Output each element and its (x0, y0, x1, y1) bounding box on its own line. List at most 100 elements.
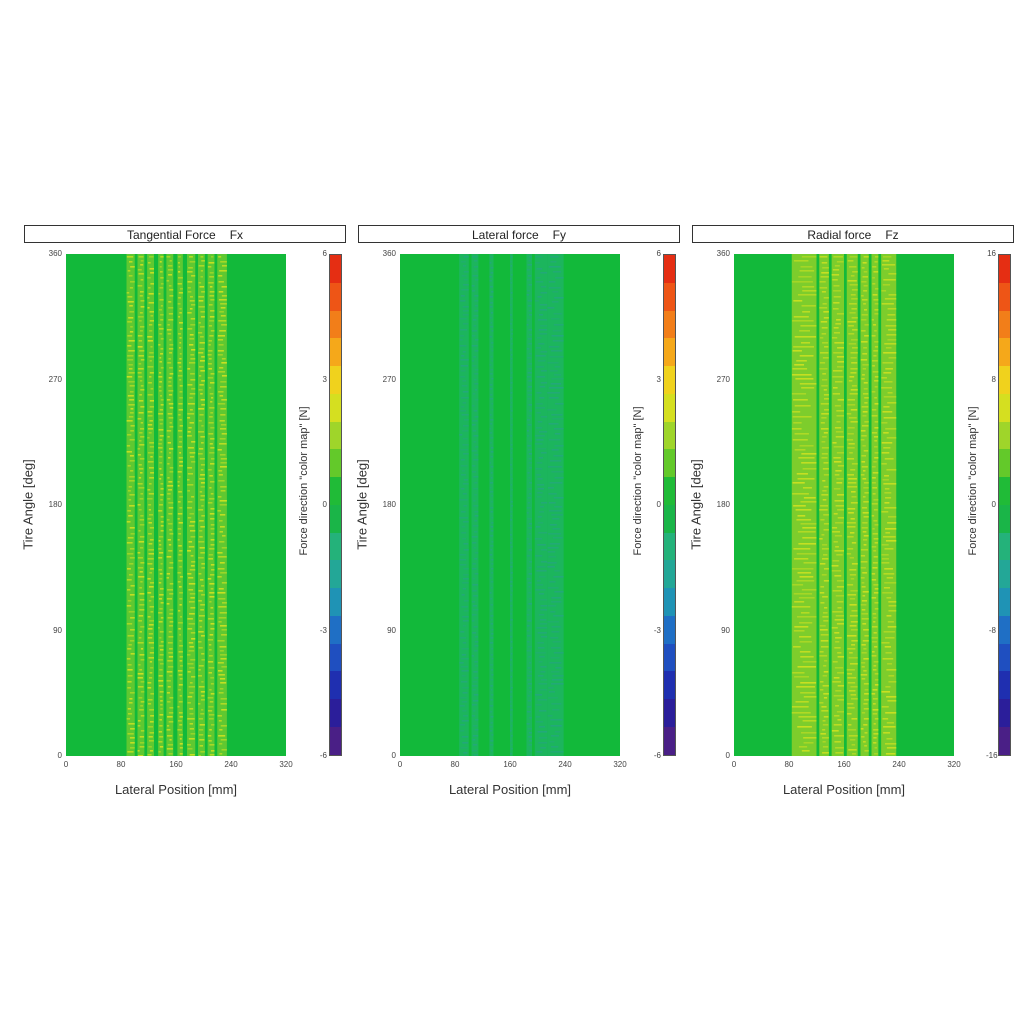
colorbar-segment (664, 588, 675, 616)
colorbar-tick-label: 8 (991, 374, 996, 384)
y-tick-label: 180 (382, 500, 396, 509)
colorbar-segment (330, 393, 341, 422)
colorbar-segment (664, 699, 675, 728)
heatmap-band (881, 254, 897, 756)
x-tick-label: 240 (558, 760, 572, 769)
colorbar-segment (999, 504, 1010, 533)
heatmap-band (177, 254, 183, 756)
y-tick-label: 90 (721, 625, 730, 635)
colorbar-tick-label: -6 (653, 751, 661, 760)
colorbar-tick-label: -8 (988, 625, 996, 635)
heatmap-svg-fz (791, 254, 897, 756)
heatmap-band-texture (177, 256, 183, 755)
heatmap-band-texture (166, 256, 174, 755)
chart-title-main: Tangential Force (126, 228, 216, 242)
colorbar-segment (664, 532, 675, 561)
x-tick-label: 0 (397, 760, 403, 769)
y-tick-label: 270 (716, 374, 730, 384)
heatmap-band-texture (526, 256, 532, 756)
heatmap-band-texture (547, 256, 564, 753)
colorbar-segment (330, 504, 341, 533)
y-tick-label: 270 (382, 374, 396, 384)
x-tick-label: 0 (731, 760, 737, 769)
x-tick-label: 160 (503, 760, 517, 769)
y-tick-label: 360 (716, 249, 730, 258)
colorbar-segment (664, 449, 675, 478)
colorbar-label: Force direction "color map" [N] (298, 406, 310, 556)
chart-title-fy: Lateral force Fy (358, 225, 680, 243)
colorbar-segment (664, 560, 675, 589)
x-tick-label: 240 (892, 760, 906, 769)
colorbar-segment (664, 727, 675, 755)
colorbar-segment (330, 727, 341, 755)
colorbar-segment (664, 615, 675, 644)
colorbar-segment (999, 588, 1010, 616)
colorbar-segment (664, 421, 675, 450)
colorbar-tick-label: 16 (987, 249, 996, 258)
x-tick-label: 80 (450, 760, 460, 769)
colorbar-segment (664, 504, 675, 533)
colorbar-segment (330, 310, 341, 339)
y-tick-label: 90 (387, 625, 396, 635)
colorbar-segment (999, 338, 1010, 367)
heatmap-band-texture (126, 256, 135, 753)
heatmap-band-texture (207, 256, 215, 756)
y-tick-label: 90 (53, 625, 62, 635)
heatmap-plot-fy (400, 254, 620, 756)
heatmap-band-texture (147, 256, 154, 756)
colorbar-segment (999, 255, 1010, 283)
y-tick-label: 360 (382, 249, 396, 258)
colorbar-segment (999, 671, 1010, 700)
heatmap-band-texture (137, 256, 145, 756)
y-axis-label: Tire Angle [deg] (20, 459, 36, 550)
colorbar-segment (330, 338, 341, 367)
colorbar-segment (664, 255, 675, 283)
x-tick-label: 320 (613, 760, 627, 769)
colorbar-tick-label: -16 (986, 751, 998, 760)
colorbar-segment (999, 421, 1010, 450)
heatmap-band-texture (819, 256, 829, 754)
colorbar-segment (330, 449, 341, 478)
y-tick-label: 0 (57, 751, 62, 760)
colorbar-segment (999, 643, 1010, 672)
colorbar-segment (664, 477, 675, 505)
heatmap-band-texture (187, 256, 196, 756)
y-tick-label: 270 (48, 374, 62, 384)
heatmap-band-texture (871, 256, 879, 755)
heatmap-band (207, 254, 215, 756)
heatmap-band (526, 254, 532, 756)
heatmap-band-texture (198, 256, 205, 756)
heatmap-band-texture (791, 256, 817, 752)
x-tick-label: 320 (947, 760, 961, 769)
colorbar-segment (330, 643, 341, 672)
colorbar-segment (330, 366, 341, 394)
colorbar-segment (330, 699, 341, 728)
colorbar-fz (998, 254, 1011, 756)
heatmap-svg-fx (126, 254, 227, 756)
heatmap-band-texture (459, 256, 469, 754)
colorbar-segment (664, 671, 675, 700)
colorbar-segment (664, 310, 675, 339)
x-tick-label: 240 (224, 760, 238, 769)
heatmap-band (534, 254, 548, 756)
heatmap-plot-fx (66, 254, 286, 756)
heatmap-band-texture (158, 256, 164, 753)
y-axis-label: Tire Angle [deg] (688, 459, 704, 550)
heatmap-band-texture (471, 256, 479, 756)
colorbar-segment (999, 366, 1010, 394)
x-axis-label: Lateral Position [mm] (448, 782, 572, 797)
x-tick-label: 0 (63, 760, 69, 769)
heatmap-band (860, 254, 869, 756)
x-tick-label: 80 (784, 760, 794, 769)
heatmap-band-texture (489, 256, 494, 752)
chart-title-symbol: Fx (229, 228, 244, 242)
x-tick-label: 160 (169, 760, 183, 769)
x-tick-label: 160 (837, 760, 851, 769)
colorbar-tick-label: 0 (991, 500, 996, 509)
colorbar-tick-label: -6 (319, 751, 327, 760)
colorbar-segment (330, 615, 341, 644)
colorbar-segment (999, 282, 1010, 311)
colorbar-segment (999, 310, 1010, 339)
x-axis-label: Lateral Position [mm] (782, 782, 906, 797)
chart-title-main: Radial force (807, 228, 872, 242)
